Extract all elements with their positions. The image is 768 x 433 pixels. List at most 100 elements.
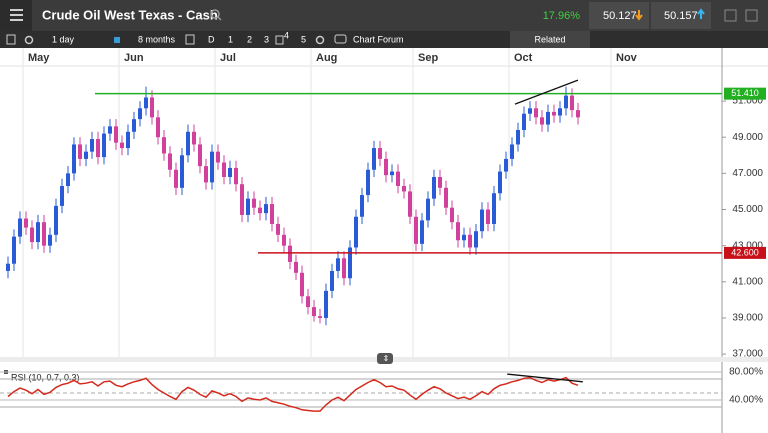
candle-body [504, 158, 508, 172]
candle-body [360, 195, 364, 217]
candle-body [462, 234, 466, 241]
level-tag [724, 246, 766, 259]
candle-body [558, 108, 562, 116]
period-icon [275, 35, 284, 45]
settings-icon[interactable] [24, 35, 34, 45]
candle-body [156, 117, 160, 138]
period[interactable]: D [208, 34, 215, 44]
candle-body [18, 218, 22, 237]
candle-body [264, 204, 268, 214]
candle-body [354, 216, 358, 248]
candle-body [42, 222, 46, 246]
candle-body [48, 234, 52, 246]
chart-forum[interactable]: Chart Forum [353, 34, 404, 44]
period[interactable]: 3 [264, 34, 269, 44]
candle-body [456, 222, 460, 241]
indicator-title: RSI (10, 0.7, 0.3) [11, 372, 80, 382]
candle-body [210, 151, 214, 183]
candle-body [390, 171, 394, 176]
candle-body [372, 148, 376, 170]
candle-body [108, 126, 112, 134]
candle-body [486, 209, 490, 224]
candle-body [528, 108, 532, 114]
range[interactable]: 8 months [138, 34, 176, 44]
candle-body [96, 139, 100, 158]
interval[interactable]: 1 day [52, 34, 75, 44]
x-tick-label: Aug [316, 52, 337, 64]
candle-body [240, 184, 244, 215]
y-tick-label: 39.000 [732, 313, 763, 324]
period[interactable]: 2 [247, 34, 252, 44]
candle-body [54, 205, 58, 235]
candle-body [378, 148, 382, 159]
buy-price: 50.157 [664, 10, 698, 22]
candle-body [576, 110, 580, 118]
candle-body [216, 151, 220, 163]
candle-body [516, 129, 520, 145]
y-tick-label: 51.000 [732, 96, 763, 107]
x-tick-label: Nov [616, 52, 638, 64]
y-tick-label: 80.00% [729, 367, 763, 378]
search-icon-handle [217, 16, 222, 21]
candle-body [6, 263, 10, 271]
candle-body [228, 167, 232, 177]
pane-handle[interactable] [377, 353, 393, 364]
close-icon[interactable] [745, 9, 758, 22]
y-tick-label: 43.000 [732, 240, 763, 251]
x-tick-label: Jul [220, 52, 236, 64]
period[interactable]: 4 [284, 30, 289, 40]
x-tick-label: Oct [514, 52, 533, 64]
candle-body [246, 198, 250, 215]
trend-line [507, 373, 583, 383]
buy-arrow [697, 8, 705, 19]
candle-body [402, 186, 406, 192]
candle-body [66, 173, 70, 187]
candle-body [414, 216, 418, 244]
change-percent: 17.96% [543, 10, 581, 22]
candle-body [552, 111, 556, 116]
chart-type-icon[interactable] [6, 34, 16, 45]
candle-body [534, 108, 538, 118]
candle-body [426, 198, 430, 221]
candle-body [312, 307, 316, 317]
candle-body [198, 144, 202, 167]
candle-body [234, 167, 238, 185]
candle-body [126, 131, 130, 149]
period[interactable]: 1 [228, 34, 233, 44]
candle-body [306, 296, 310, 308]
candle-body [120, 142, 124, 149]
candle-body [174, 169, 178, 188]
candle-body [474, 231, 478, 248]
level-tag [724, 87, 766, 100]
candle-body [30, 227, 34, 243]
candle-body [72, 144, 76, 174]
candle-body [450, 207, 454, 223]
settings-icon[interactable] [315, 35, 325, 45]
candle-body [282, 234, 286, 246]
search-icon[interactable] [210, 9, 220, 19]
candle-body [12, 236, 16, 264]
related: Related [534, 34, 565, 44]
candle-body [336, 258, 340, 271]
candle-body [492, 193, 496, 224]
y-tick-label: 37.000 [732, 349, 763, 360]
pane-handle-icon: ⇕ [383, 354, 390, 363]
candle-body [570, 95, 574, 111]
candle-body [468, 234, 472, 248]
candle-body [330, 270, 334, 291]
sell-arrow [635, 10, 643, 21]
period[interactable]: 5 [301, 34, 306, 44]
detach-icon[interactable] [724, 9, 737, 22]
related-tab[interactable] [510, 31, 590, 48]
x-tick-label: Jun [124, 52, 144, 64]
menu-icon [10, 9, 23, 21]
y-tick-label: 47.000 [732, 168, 763, 179]
candle-body [510, 144, 514, 159]
calendar-icon[interactable] [185, 34, 195, 45]
sell-price: 50.127 [603, 10, 637, 22]
trend-line [514, 79, 579, 105]
candle-body [138, 108, 142, 120]
y-tick-label: 49.000 [732, 132, 763, 143]
x-tick-label: May [28, 52, 50, 64]
